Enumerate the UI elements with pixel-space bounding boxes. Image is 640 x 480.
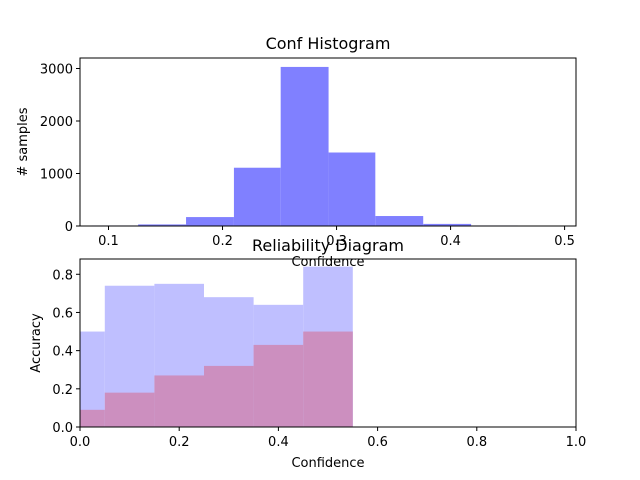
histogram-bar (423, 223, 472, 226)
y-axis-ticks: 0.0 0.2 0.4 0.6 0.8 (52, 268, 80, 436)
bin-bar (104, 392, 155, 427)
y-tick-label: 3000 (40, 63, 73, 78)
histogram-bar (280, 66, 329, 226)
chart-title: Conf Histogram (266, 34, 391, 53)
x-tick-label: 0.4 (440, 234, 461, 249)
histogram-bar (233, 167, 281, 226)
histogram-bar (138, 224, 187, 226)
y-axis-ticks: 0 1000 2000 3000 (40, 63, 80, 235)
x-axis-ticks: 0.0 0.2 0.4 0.6 0.8 1.0 (70, 427, 587, 450)
x-tick-label: 0.8 (466, 435, 487, 450)
x-tick-label: 0.3 (326, 234, 347, 249)
bin-bar (154, 375, 204, 427)
bin-bar (253, 344, 304, 427)
x-tick-label: 0.4 (268, 435, 289, 450)
plot-frame (79, 258, 577, 428)
x-tick-label: 0.2 (169, 435, 190, 450)
histogram-bar (186, 217, 234, 226)
x-axis-label: Confidence (291, 456, 364, 471)
bin-bar (303, 331, 353, 427)
chart-title: Reliability Diagram (252, 236, 404, 255)
conf-histogram-chart: Conf Histogram 0.1 0.2 0.3 0.4 0.5 0 1000 2000… (16, 34, 577, 270)
x-tick-label: 0.5 (554, 234, 575, 249)
y-tick-label: 0.2 (52, 383, 73, 398)
y-tick-label: 0.8 (52, 268, 73, 283)
histogram-bar (375, 216, 424, 226)
y-axis-label: # samples (16, 107, 31, 176)
x-tick-label: 0.0 (70, 435, 91, 450)
bin-bar (80, 409, 105, 427)
histogram-bars (91, 66, 565, 226)
y-tick-label: 0.4 (52, 345, 73, 360)
reliability-diagram-chart: Reliability Diagram 0.0 0.2 0.4 0.6 0.8 1.0 0… (29, 236, 586, 471)
x-tick-label: 0.1 (98, 234, 119, 249)
y-axis-label: Accuracy (29, 313, 44, 373)
y-tick-label: 2000 (40, 115, 73, 130)
y-tick-label: 0 (65, 220, 73, 235)
x-axis-ticks: 0.1 0.2 0.3 0.4 0.5 (98, 226, 575, 249)
plot-frame (79, 57, 577, 227)
histogram-bar (328, 152, 376, 226)
y-tick-label: 0.6 (52, 306, 73, 321)
x-tick-label: 1.0 (566, 435, 587, 450)
reliability-bars (80, 266, 353, 427)
bin-bar (204, 365, 254, 427)
y-tick-label: 1000 (40, 168, 73, 183)
x-tick-label: 0.2 (212, 234, 233, 249)
x-tick-label: 0.6 (367, 435, 388, 450)
y-tick-label: 0.0 (52, 421, 73, 436)
